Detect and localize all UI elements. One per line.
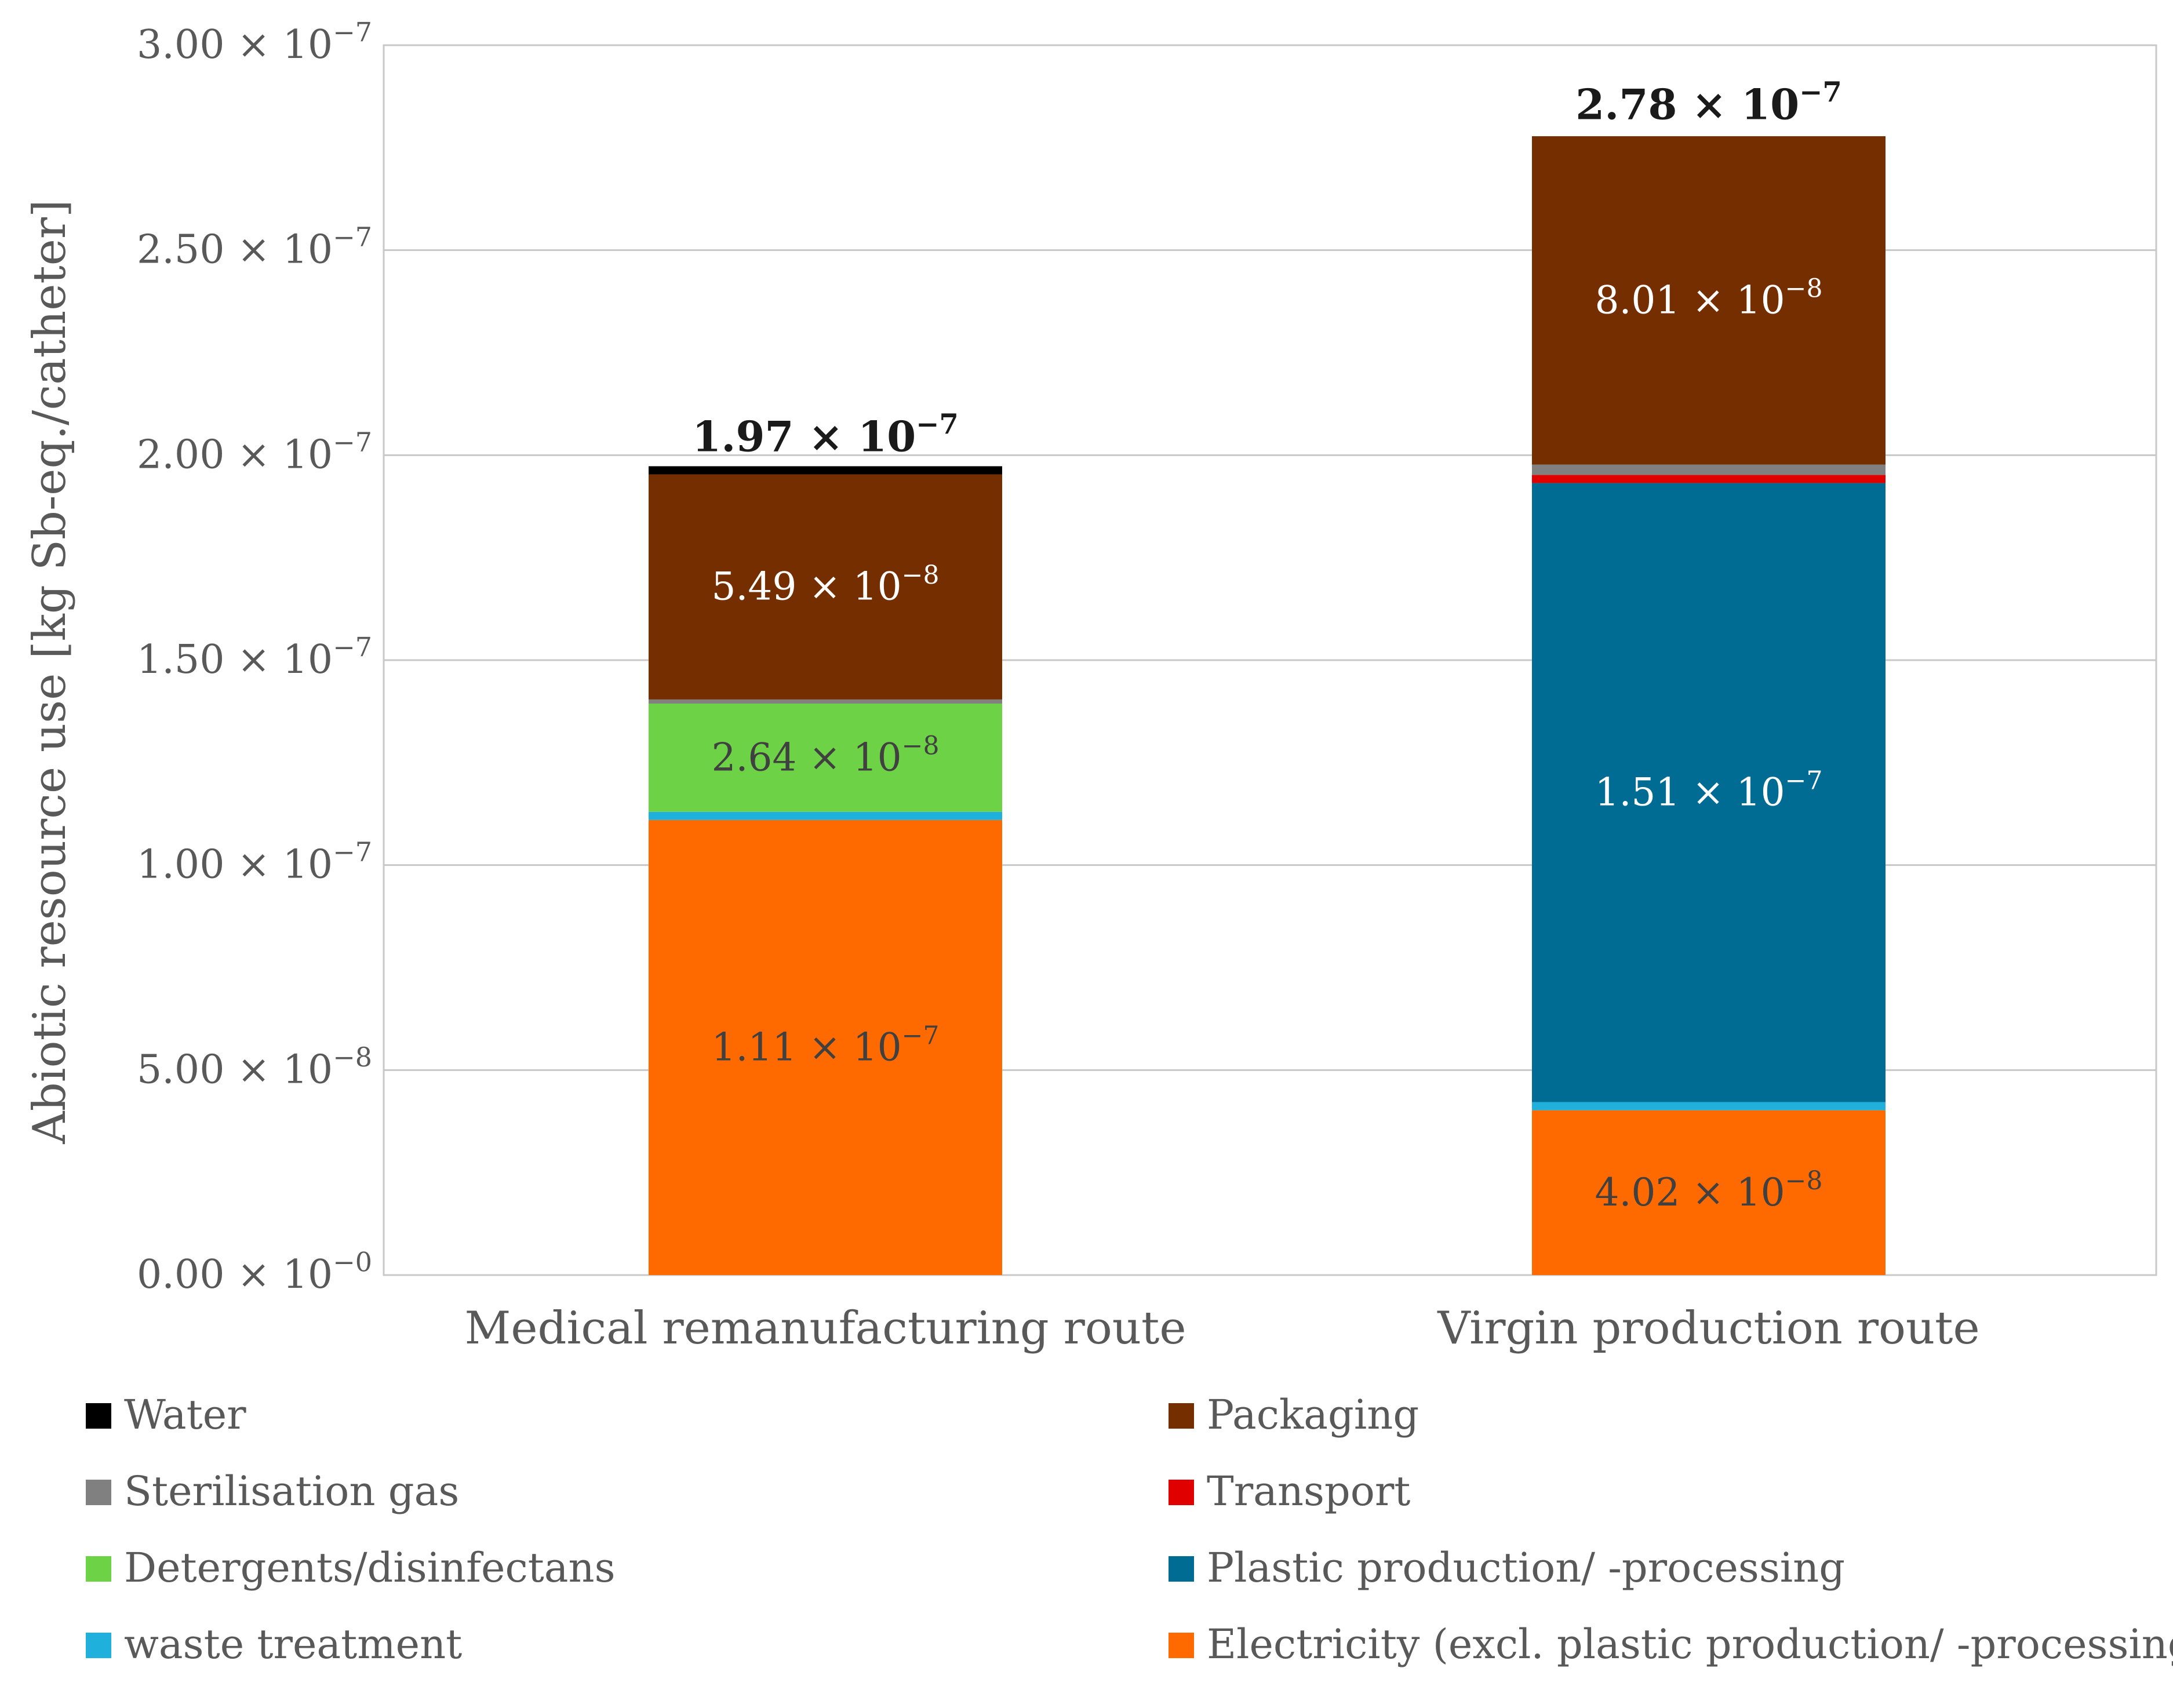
bar-segment	[1532, 1102, 1886, 1110]
legend-label: Plastic production/ -processing	[1207, 1544, 1845, 1592]
legend-swatch	[86, 1633, 111, 1658]
bar-segment	[1532, 475, 1886, 483]
bar-segment	[649, 466, 1002, 475]
bar-segment	[649, 811, 1002, 820]
legend-item: Detergents/disinfectans	[86, 1544, 616, 1592]
bar-segment	[1532, 136, 1886, 465]
y-tick-label: 1.50 × 10−7	[137, 631, 372, 683]
legend-label: Detergents/disinfectans	[124, 1544, 616, 1592]
y-tick-label: 2.50 × 10−7	[137, 221, 372, 273]
legend-swatch	[1169, 1403, 1194, 1429]
legend-label: Water	[124, 1391, 246, 1438]
legend-item: Sterilisation gas	[86, 1467, 459, 1515]
legend-swatch	[1169, 1480, 1194, 1505]
legend-item: Water	[86, 1391, 246, 1438]
legend-swatch	[1169, 1556, 1194, 1582]
legend-label: Electricity (excl. plastic production/ -…	[1207, 1620, 2173, 1668]
bar-segment	[649, 474, 1002, 700]
y-tick-label: 5.00 × 10−8	[137, 1041, 372, 1093]
bar-total-label: 2.78 × 10−7	[1575, 76, 1842, 129]
legend-item: waste treatment	[86, 1620, 462, 1668]
bar-segment	[649, 703, 1002, 812]
legend-swatch	[86, 1556, 111, 1582]
y-tick-label: 0.00 × 10−0	[137, 1246, 372, 1298]
segment-value-label: 8.01 × 10−8	[1595, 274, 1822, 323]
segment-value-label: 4.02 × 10−8	[1595, 1166, 1822, 1215]
x-category-label: Virgin production route	[1437, 1302, 1979, 1354]
segment-value-label: 1.11 × 10−7	[711, 1021, 939, 1070]
legend-swatch	[86, 1480, 111, 1505]
bar-segment	[1532, 464, 1886, 475]
bar-total-label: 1.97 × 10−7	[692, 408, 959, 461]
legend-swatch	[1169, 1633, 1194, 1658]
legend-item: Transport	[1169, 1467, 1410, 1515]
bar-segment	[649, 699, 1002, 704]
legend-label: Transport	[1207, 1467, 1410, 1515]
y-tick-label: 1.00 × 10−7	[137, 836, 372, 888]
segment-value-label: 2.64 × 10−8	[711, 731, 939, 780]
legend-label: Packaging	[1207, 1391, 1419, 1438]
y-axis-title: Abiotic resource use [kg Sb-eq./catheter…	[24, 199, 76, 1144]
bar-segment	[1532, 1110, 1886, 1275]
legend-item: Electricity (excl. plastic production/ -…	[1169, 1620, 2173, 1668]
segment-value-label: 5.49 × 10−8	[711, 560, 939, 609]
y-tick-label: 3.00 × 10−7	[137, 16, 372, 68]
segment-value-label: 1.51 × 10−7	[1595, 766, 1822, 815]
legend-item: Plastic production/ -processing	[1169, 1544, 1845, 1592]
legend-item: Packaging	[1169, 1391, 1419, 1438]
legend-swatch	[86, 1403, 111, 1429]
legend-label: Sterilisation gas	[124, 1467, 459, 1515]
y-tick-label: 2.00 × 10−7	[137, 427, 372, 478]
bar-segment	[1532, 483, 1886, 1102]
legend-label: waste treatment	[124, 1620, 462, 1668]
bar-segment	[649, 820, 1002, 1275]
x-category-label: Medical remanufacturing route	[464, 1302, 1186, 1354]
